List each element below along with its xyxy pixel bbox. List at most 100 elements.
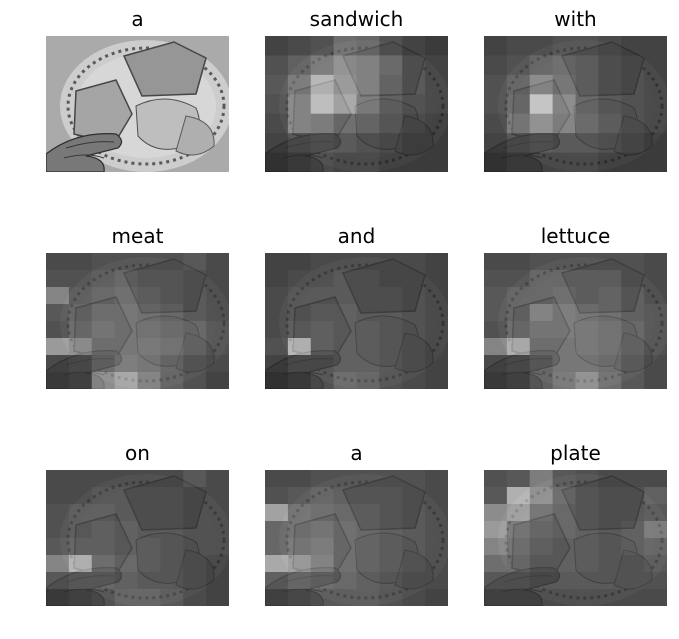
panel-7: a xyxy=(265,438,448,606)
attention-cell xyxy=(506,372,531,389)
attention-cell xyxy=(310,287,335,305)
attention-cell xyxy=(137,338,161,356)
attention-cell xyxy=(529,555,554,573)
attention-cell xyxy=(310,555,335,573)
attention-cell xyxy=(621,74,645,95)
attention-cell xyxy=(425,555,448,573)
attention-cell xyxy=(598,372,622,389)
bread-slice-left xyxy=(292,79,352,145)
attention-cell xyxy=(552,304,577,322)
attention-cell xyxy=(425,589,448,606)
panel-image xyxy=(265,470,448,606)
attention-cell xyxy=(506,470,531,488)
attention-cell xyxy=(402,338,426,356)
attention-cell xyxy=(68,504,93,522)
attention-cell xyxy=(379,589,403,606)
attention-cell xyxy=(356,355,380,373)
attention-cells xyxy=(265,470,448,606)
attention-cell xyxy=(529,133,554,154)
attention-cell xyxy=(644,94,667,115)
attention-cell xyxy=(379,253,403,271)
attention-cell xyxy=(287,487,312,505)
attention-cell xyxy=(287,36,312,56)
attention-cell xyxy=(265,94,289,115)
attention-cell xyxy=(91,355,116,373)
meat-lettuce xyxy=(135,532,200,584)
attention-cell xyxy=(114,572,139,590)
attention-cell xyxy=(206,372,229,389)
attention-cell xyxy=(183,589,207,606)
attention-cell xyxy=(68,538,93,556)
attention-cell xyxy=(506,504,531,522)
attention-cell xyxy=(402,113,426,134)
attention-cell xyxy=(91,338,116,356)
finger-line xyxy=(282,154,324,159)
attention-cell xyxy=(333,355,358,373)
panel-image xyxy=(484,36,667,172)
attention-cell xyxy=(91,538,116,556)
attention-cell xyxy=(379,94,403,115)
attention-cell xyxy=(46,304,70,322)
attention-cell xyxy=(402,504,426,522)
attention-cell xyxy=(425,253,448,271)
attention-cell xyxy=(160,555,184,573)
attention-cell xyxy=(552,287,577,305)
table-background xyxy=(265,36,448,172)
attention-cell xyxy=(621,253,645,271)
attention-cell xyxy=(529,521,554,539)
attention-cell xyxy=(644,372,667,389)
photo-scene xyxy=(46,36,229,172)
attention-cell xyxy=(379,338,403,356)
panel-1: sandwich xyxy=(265,4,448,172)
attention-cell xyxy=(356,94,380,115)
attention-cells xyxy=(484,470,667,606)
attention-cell xyxy=(379,270,403,288)
panel-0: a xyxy=(46,4,229,172)
attention-cell xyxy=(183,304,207,322)
attention-cell xyxy=(552,94,577,115)
finger-line xyxy=(503,141,553,149)
attention-cell xyxy=(183,487,207,505)
attention-cell xyxy=(265,36,289,56)
attention-cell xyxy=(379,287,403,305)
bread-slice-left xyxy=(73,296,133,362)
hand xyxy=(265,133,342,172)
bread-slice-top xyxy=(341,258,426,314)
attention-cell xyxy=(137,504,161,522)
attention-cell xyxy=(552,521,577,539)
attention-cell xyxy=(621,487,645,505)
attention-cell xyxy=(310,589,335,606)
attention-cell xyxy=(68,355,93,373)
hand xyxy=(484,133,561,172)
attention-cell xyxy=(310,152,335,172)
attention-cell xyxy=(598,55,622,76)
attention-cell xyxy=(287,321,312,339)
attention-cell xyxy=(484,94,508,115)
attention-cell xyxy=(506,572,531,590)
attention-cell xyxy=(68,338,93,356)
attention-cell xyxy=(333,55,358,76)
attention-cell xyxy=(529,74,554,95)
plate-rim xyxy=(279,40,448,172)
attention-cell xyxy=(310,113,335,134)
attention-cell xyxy=(575,253,599,271)
photo-scene xyxy=(46,253,229,389)
attention-cell xyxy=(206,521,229,539)
photo-scene xyxy=(265,470,448,606)
hand xyxy=(484,350,561,389)
attention-cell xyxy=(425,470,448,488)
attention-cell xyxy=(552,589,577,606)
attention-cell xyxy=(598,470,622,488)
attention-cell xyxy=(91,589,116,606)
plate-center xyxy=(76,271,216,375)
attention-cell xyxy=(506,253,531,271)
attention-cell xyxy=(160,287,184,305)
attention-cell xyxy=(379,538,403,556)
attention-cell xyxy=(310,504,335,522)
attention-cells xyxy=(46,470,229,606)
attention-cells xyxy=(484,253,667,389)
bread-slice-top xyxy=(560,258,645,314)
attention-cell xyxy=(310,572,335,590)
lettuce-leaf xyxy=(394,115,434,156)
